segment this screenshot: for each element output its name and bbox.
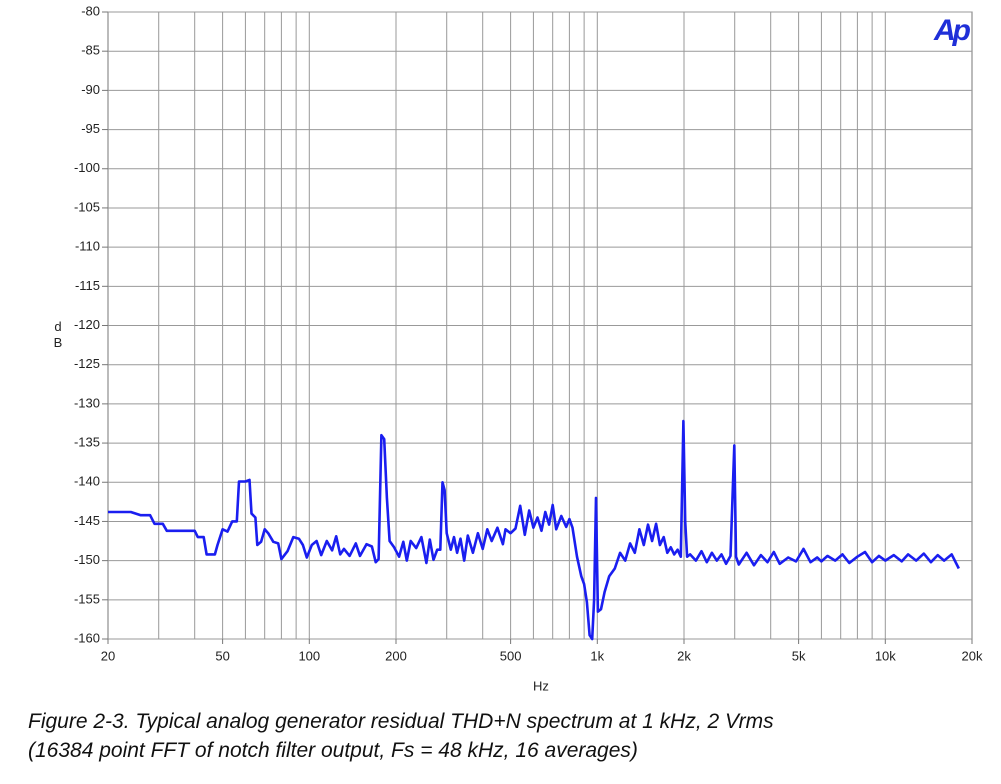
y-tick-label: -160 [74, 630, 100, 645]
x-tick-label: 5k [792, 648, 806, 663]
x-tick-label: 1k [590, 648, 604, 663]
x-tick-label: 2k [677, 648, 691, 663]
y-tick-label: -100 [74, 160, 100, 175]
y-tick-label: -80 [81, 3, 100, 18]
y-tick-label: -115 [75, 278, 100, 293]
x-tick-label: 20k [962, 648, 983, 663]
y-tick-label: -95 [81, 121, 100, 136]
x-tick-label: 200 [385, 648, 407, 663]
x-tick-label: 10k [875, 648, 896, 663]
caption-line: Figure 2-3. Typical analog generator res… [28, 710, 774, 733]
series-line [108, 419, 960, 641]
logo: Ap [933, 14, 971, 47]
y-tick-label: -130 [74, 395, 100, 410]
y-tick-label: -90 [81, 82, 100, 97]
y-tick-label: -145 [74, 513, 100, 528]
y-tick-label: -135 [74, 435, 100, 450]
x-axis-label: Hz [533, 678, 549, 693]
x-tick-label: 100 [298, 648, 320, 663]
y-tick-label: -105 [74, 199, 100, 214]
y-tick-label: -110 [75, 239, 100, 254]
x-tick-label: 50 [215, 648, 229, 663]
y-tick-label: -85 [81, 43, 100, 58]
caption-line: (16384 point FFT of notch filter output,… [28, 739, 638, 762]
y-tick-label: -150 [74, 552, 100, 567]
y-tick-label: -125 [74, 356, 100, 371]
y-tick-label: -140 [74, 474, 100, 489]
y-tick-label: -155 [74, 591, 100, 606]
x-tick-label: 500 [500, 648, 522, 663]
x-tick-label: 20 [101, 648, 115, 663]
y-tick-label: -120 [74, 317, 100, 332]
